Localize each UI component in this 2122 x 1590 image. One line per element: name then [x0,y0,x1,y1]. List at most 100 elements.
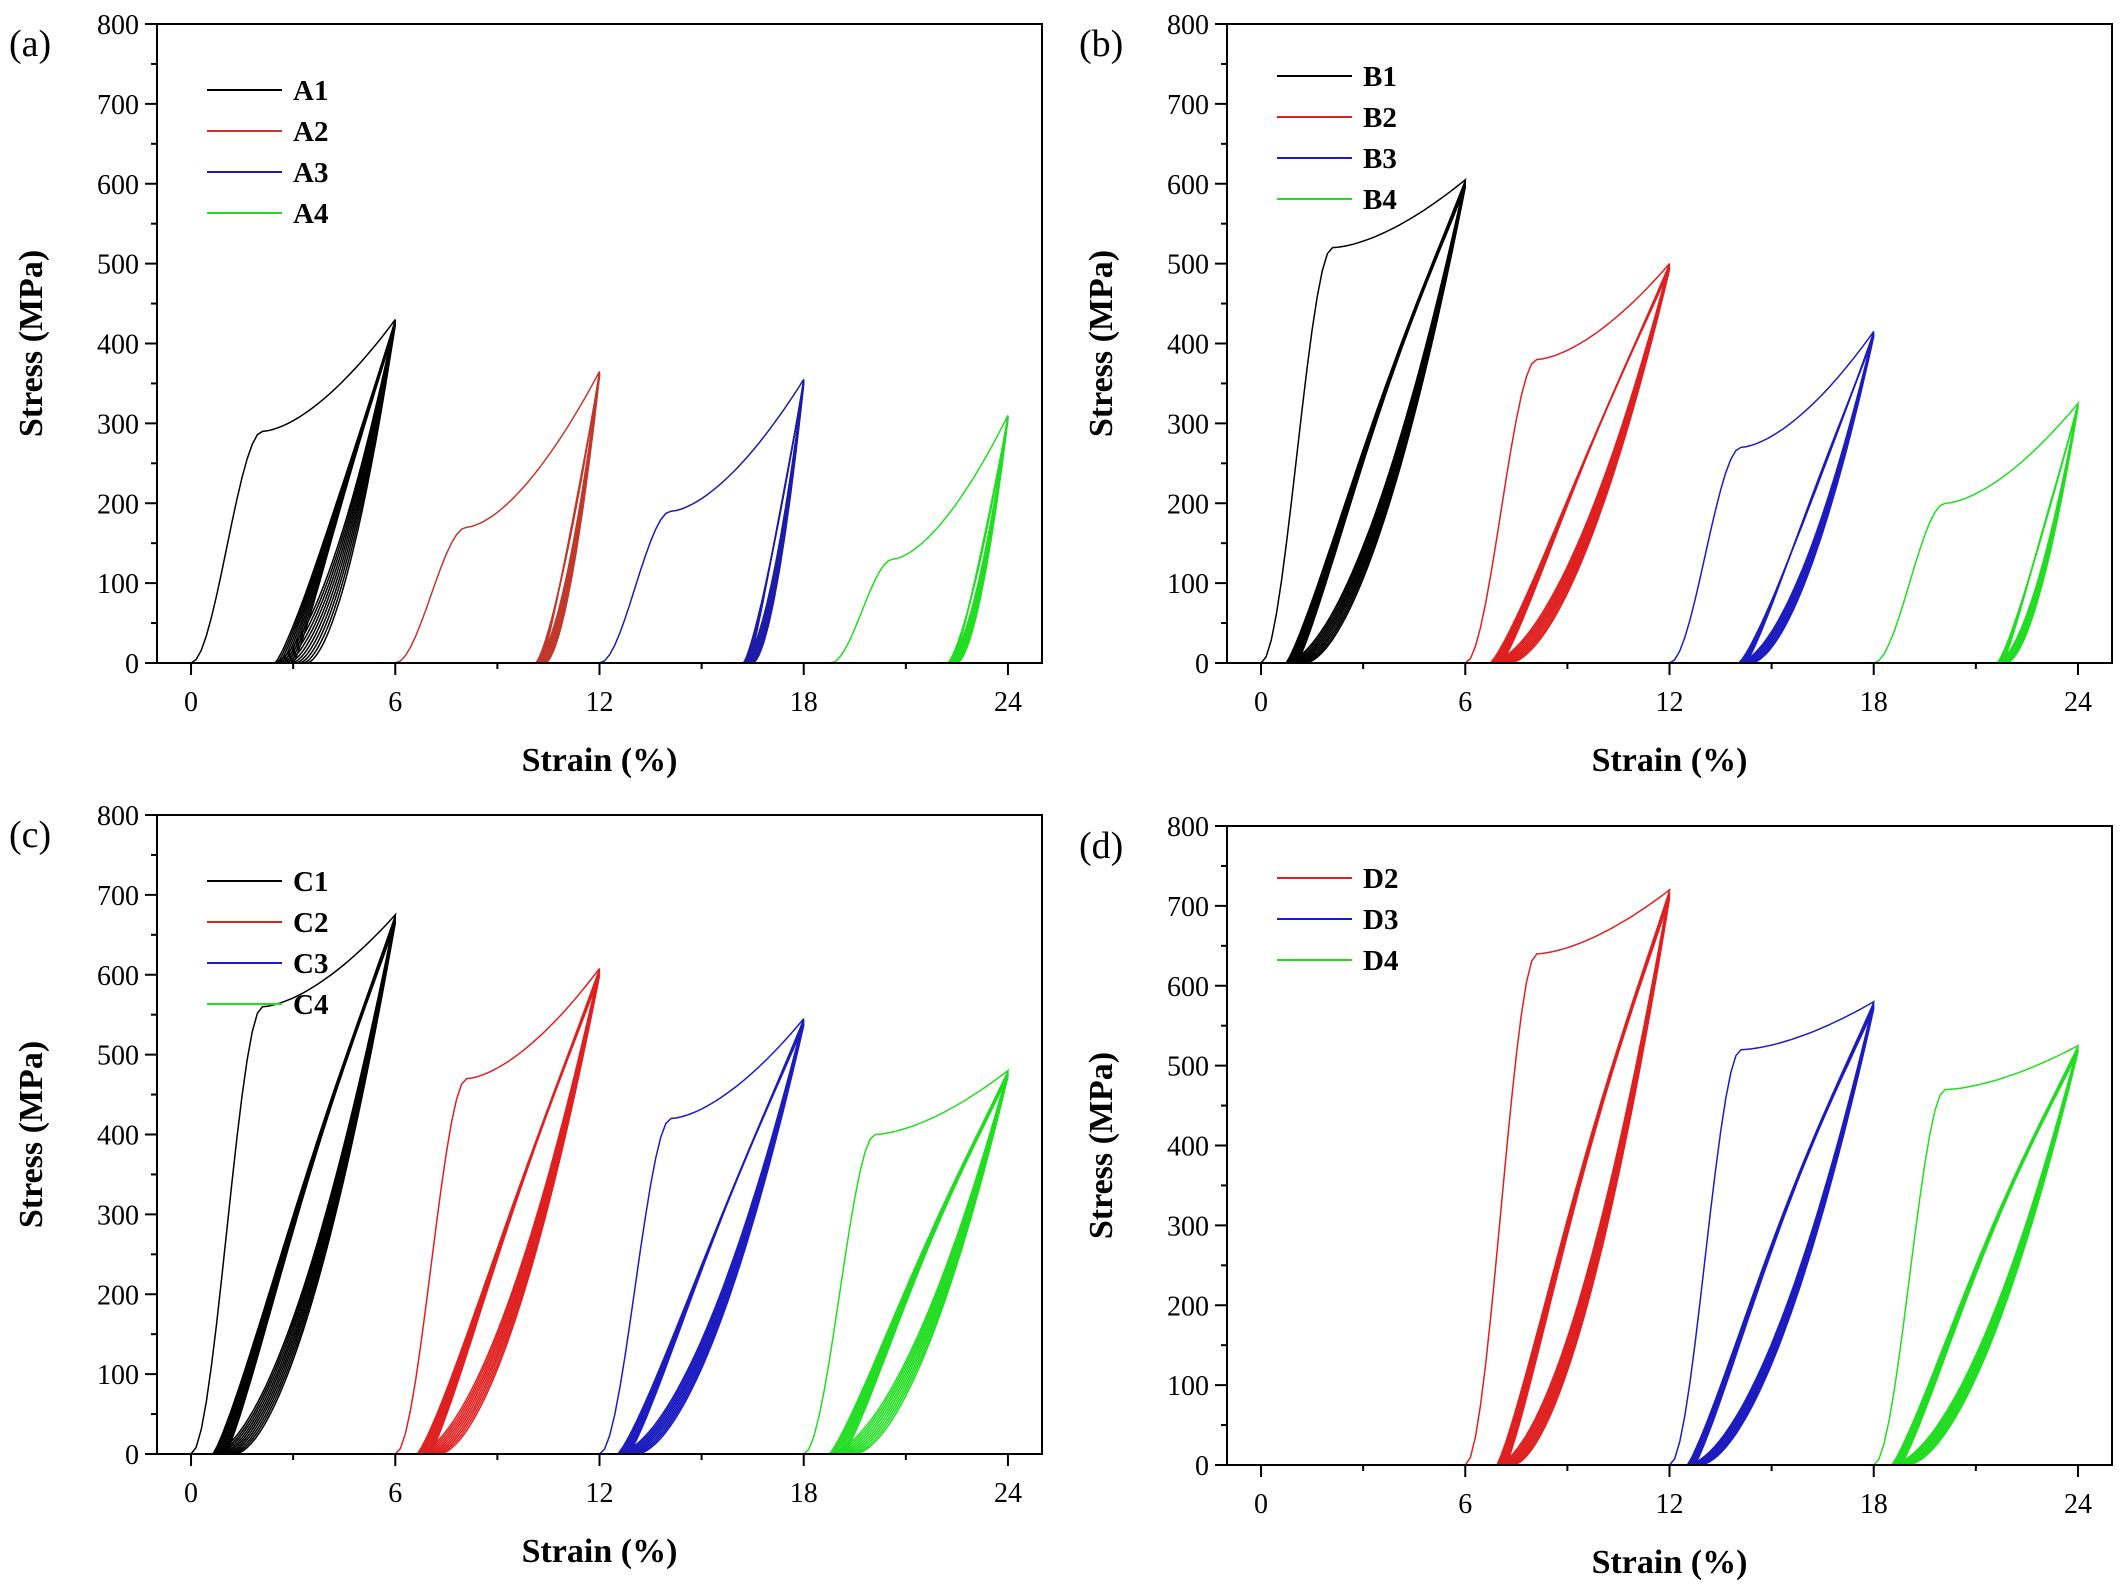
curve-A3-cycle-6 [746,382,805,664]
series-B2 [1464,263,1671,664]
curve-A1-cycle-1 [190,319,397,664]
y-tick-label: 800 [1167,10,1209,41]
curve-C4-cycle-1 [803,1068,1010,1455]
x-tick-label: 12 [1656,687,1684,718]
curve-D4-cycle-8 [1898,1050,2079,1466]
curve-A4-cycle-3 [947,416,1009,664]
y-tick-label: 500 [97,250,139,281]
panel-label: (d) [1079,825,1123,867]
y-tick-label: 100 [97,1360,139,1391]
series-C3 [598,1018,805,1455]
x-axis-title: Strain (%) [522,1533,678,1570]
curve-D3-cycle-9 [1693,1007,1875,1466]
legend-label-B1: B1 [1363,61,1397,93]
y-tick-label: 800 [1167,812,1209,843]
curve-C3-cycle-2 [617,1019,805,1455]
curve-A2-cycle-1 [395,371,601,664]
curve-A1-cycle-5 [281,321,397,664]
series-D4 [1873,1044,2080,1466]
y-axis-title: Stress (MPa) [13,250,50,437]
curve-A1-cycle-2 [274,319,397,664]
panel-label: (b) [1079,23,1123,65]
curve-B1-cycle-1 [1260,177,1467,664]
series-B1 [1260,177,1467,664]
legend-label-A3: A3 [293,157,328,189]
x-tick-label: 24 [994,687,1022,718]
curve-C3-cycle-1 [598,1018,805,1455]
curve-A3-cycle-5 [745,381,805,664]
series-D2 [1464,888,1671,1466]
series-A2 [395,371,601,664]
y-tick-label: 0 [125,1440,139,1471]
x-tick-label: 6 [388,1478,402,1509]
x-tick-label: 24 [994,1478,1022,1509]
x-tick-label: 12 [1656,1489,1684,1520]
curve-B2-cycle-2 [1489,264,1671,664]
curve-A1-cycle-10 [292,324,397,664]
curve-D3-cycle-10 [1694,1008,1875,1466]
x-tick-label: 24 [2064,1489,2092,1520]
series-B3 [1669,331,1875,664]
x-tick-label: 18 [790,1478,818,1509]
curve-D2-cycle-9 [1504,897,1671,1466]
curve-A2-cycle-3 [535,372,601,664]
curve-B4-cycle-2 [1996,403,2079,664]
curve-C4-cycle-7 [837,1074,1009,1455]
curve-C4-cycle-10 [843,1076,1009,1455]
y-tick-label: 300 [97,409,139,440]
curve-D3-cycle-7 [1691,1006,1875,1466]
curve-A4-cycle-8 [952,418,1009,664]
series-C2 [394,967,601,1455]
curve-D3-cycle-8 [1692,1006,1875,1466]
x-tick-label: 0 [184,1478,198,1509]
y-tick-label: 500 [1167,250,1209,281]
curve-C1-cycle-10 [225,922,397,1455]
y-tick-label: 200 [1167,1291,1209,1322]
y-tick-label: 600 [1167,170,1209,201]
y-tick-label: 400 [1167,330,1209,361]
curve-D2-cycle-10 [1505,898,1671,1466]
curve-A1-cycle-8 [287,323,397,664]
panel-3: 0 100 200 300 400 500 600 700 800 0 6 12 18 24 Strain … [1079,812,2113,1581]
curve-A4-cycle-4 [948,416,1009,664]
legend-label-C4: C4 [293,989,328,1021]
y-tick-label: 500 [97,1041,139,1072]
x-tick-label: 12 [586,1478,614,1509]
plot-frame [156,23,1043,664]
series-A1 [190,319,397,664]
curve-C4-cycle-3 [830,1071,1009,1455]
y-tick-label: 300 [1167,409,1209,440]
curve-C4-cycle-6 [835,1073,1009,1455]
curve-A2-cycle-2 [535,371,601,664]
legend-label-D3: D3 [1363,904,1398,936]
curve-B4-cycle-3 [1997,404,2079,664]
curve-A3-cycle-7 [747,382,805,664]
curve-C4-cycle-8 [839,1074,1009,1455]
curve-C3-cycle-10 [628,1024,805,1455]
x-tick-label: 0 [1254,1489,1268,1520]
y-tick-label: 700 [1167,892,1209,923]
y-tick-label: 100 [1167,1371,1209,1402]
y-tick-label: 500 [1167,1052,1209,1083]
x-axis-title: Strain (%) [1592,1544,1748,1581]
curve-A4-cycle-6 [950,417,1009,664]
y-tick-label: 100 [97,569,139,600]
x-axis-title: Strain (%) [1592,742,1748,779]
curve-D4-cycle-9 [1899,1050,2079,1466]
curve-B3-cycle-1 [1669,331,1875,664]
curve-A3-cycle-8 [747,383,805,664]
curve-D2-cycle-1 [1464,888,1671,1466]
curve-B4-cycle-5 [1999,405,2079,664]
curve-C4-cycle-2 [828,1070,1009,1455]
series-A3 [599,379,805,664]
x-tick-label: 18 [1860,687,1888,718]
x-tick-label: 0 [184,687,198,718]
y-tick-label: 400 [1167,1132,1209,1163]
series-C1 [190,912,397,1455]
series-B4 [1873,400,2080,664]
y-tick-label: 300 [1167,1211,1209,1242]
curve-A2-cycle-8 [540,375,601,664]
panel-label: (a) [9,23,51,65]
curve-C4-cycle-5 [834,1072,1009,1455]
curve-D4-cycle-2 [1891,1046,2079,1466]
